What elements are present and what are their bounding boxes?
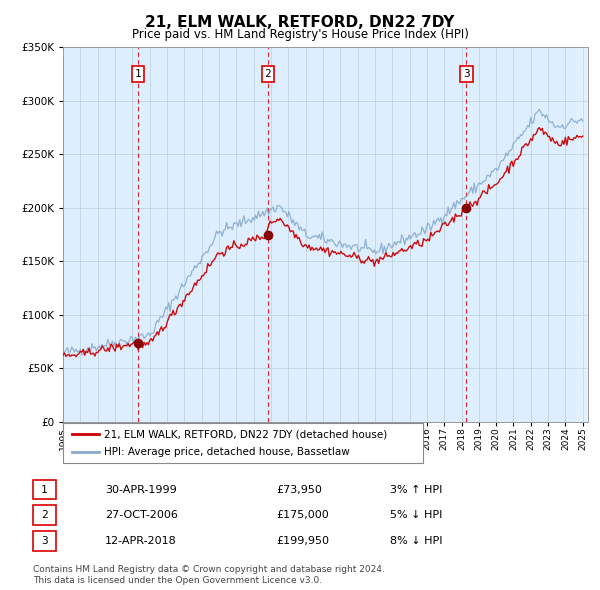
- Text: 30-APR-1999: 30-APR-1999: [105, 485, 177, 494]
- Text: £73,950: £73,950: [276, 485, 322, 494]
- Text: 21, ELM WALK, RETFORD, DN22 7DY (detached house): 21, ELM WALK, RETFORD, DN22 7DY (detache…: [104, 430, 387, 440]
- Text: 1: 1: [41, 485, 48, 494]
- Text: 3% ↑ HPI: 3% ↑ HPI: [390, 485, 442, 494]
- Text: HPI: Average price, detached house, Bassetlaw: HPI: Average price, detached house, Bass…: [104, 447, 350, 457]
- Text: £199,950: £199,950: [276, 536, 329, 546]
- Text: 3: 3: [463, 69, 470, 79]
- Text: 12-APR-2018: 12-APR-2018: [105, 536, 177, 546]
- Text: 21, ELM WALK, RETFORD, DN22 7DY: 21, ELM WALK, RETFORD, DN22 7DY: [145, 15, 455, 30]
- Bar: [575, 47, 588, 422]
- Text: £175,000: £175,000: [276, 510, 329, 520]
- Text: 2: 2: [265, 69, 271, 79]
- Text: 5% ↓ HPI: 5% ↓ HPI: [390, 510, 442, 520]
- Text: 27-OCT-2006: 27-OCT-2006: [105, 510, 178, 520]
- Text: 1: 1: [134, 69, 142, 79]
- Text: 3: 3: [41, 536, 48, 546]
- Text: 2: 2: [41, 510, 48, 520]
- Text: Price paid vs. HM Land Registry's House Price Index (HPI): Price paid vs. HM Land Registry's House …: [131, 28, 469, 41]
- Text: Contains HM Land Registry data © Crown copyright and database right 2024.
This d: Contains HM Land Registry data © Crown c…: [33, 565, 385, 585]
- Text: 8% ↓ HPI: 8% ↓ HPI: [390, 536, 443, 546]
